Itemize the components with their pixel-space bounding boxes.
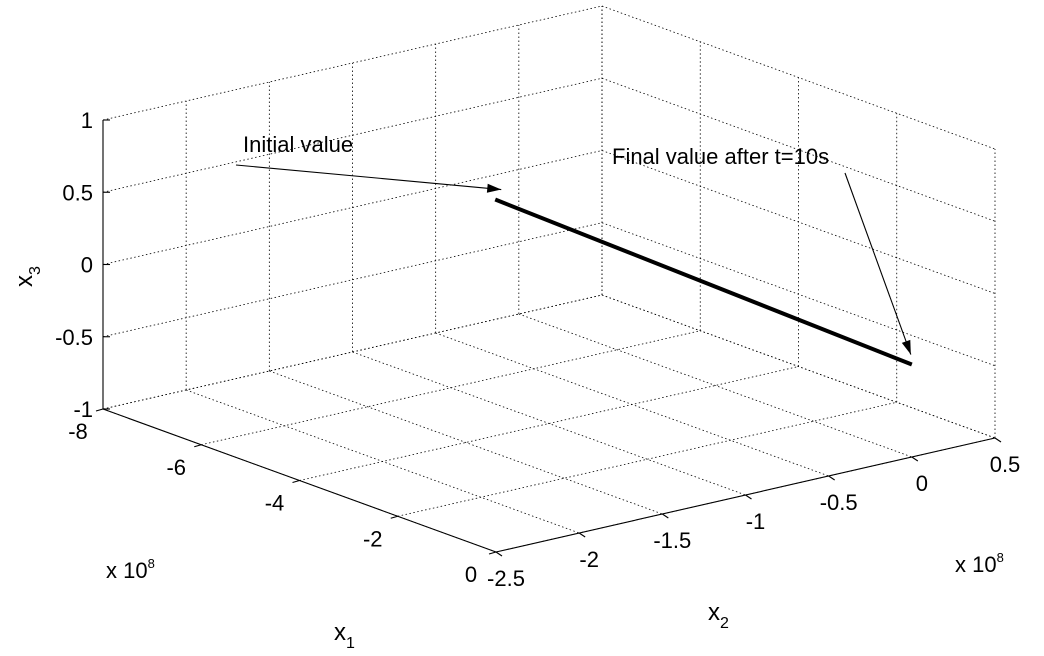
annotation-initial-value: Initial value [243, 132, 353, 157]
x2-tick-mark [828, 475, 835, 481]
floor-grid-line [186, 389, 580, 534]
x2-tick-mark [495, 551, 503, 557]
right-wall-grid-line [601, 222, 996, 367]
left-wall-grid-line [102, 150, 603, 265]
x2-tick-mark [994, 437, 1002, 443]
x2-tick-mark [911, 456, 919, 462]
x1-tick-label: 0 [465, 562, 477, 587]
x1-axis-label: x1 [334, 619, 355, 652]
x3-tick-label: 0.5 [62, 180, 93, 205]
right-wall-grid-line [601, 5, 996, 150]
x2-tick-label: 0.5 [990, 452, 1021, 477]
x2-tick-mark [745, 494, 752, 500]
annotation-final-arrow [844, 172, 912, 355]
right-wall-grid-line [601, 294, 996, 439]
x1-tick-mark [390, 515, 398, 519]
x2-tick-mark [578, 532, 586, 538]
x1-tick-mark [194, 444, 202, 448]
floor-grid-line [518, 313, 912, 458]
tick-labels: -8 -6 -4 -2 0 -2.5 -2 -1.5 -1 -0.5 0 0.5 -1 -0.5 0 0.5 1 [55, 108, 1020, 591]
x3-tick-label: -0.5 [55, 325, 93, 350]
x1-tick-mark [488, 551, 497, 555]
grid-lines [102, 5, 996, 553]
x1-tick-label: -2 [363, 526, 383, 551]
x3-tick-label: 1 [81, 108, 93, 133]
x2-tick-label: -1 [746, 509, 766, 534]
right-wall-grid-line [601, 77, 996, 222]
x1-tick-mark [292, 479, 300, 484]
x2-multiplier-label: x 108 [955, 550, 1004, 577]
left-wall-grid-line [102, 294, 603, 410]
x1-tick-label: -8 [68, 419, 88, 444]
x2-tick-label: 0 [916, 471, 928, 496]
data-series [494, 197, 913, 367]
x1-tick-label: -6 [166, 455, 186, 480]
floor-grid-line [352, 351, 746, 496]
x3-tick-label: -1 [73, 397, 93, 422]
x2-tick-label: -0.5 [820, 490, 858, 515]
left-wall-grid-line [102, 5, 603, 121]
annotation-final-value: Final value after t=10s [612, 144, 829, 169]
x2-tick-label: -2 [579, 547, 599, 572]
x2-tick-label: -2.5 [487, 566, 525, 591]
x2-tick-label: -1.5 [653, 528, 691, 553]
floor-grid-line [269, 370, 663, 515]
x1-tick-mark [95, 408, 104, 412]
axes [95, 119, 1002, 557]
x2-axis-label: x2 [708, 599, 729, 632]
annotation-initial-arrow [235, 164, 502, 191]
floor-grid-line [397, 401, 897, 517]
annotations [235, 164, 912, 355]
floor-grid-line [435, 332, 829, 477]
annotation-initial-arrow-head [486, 183, 502, 193]
x3-tick-label: 0 [81, 253, 93, 278]
right-wall-grid-line [601, 150, 996, 294]
x3-axis-label: x3 [11, 266, 44, 287]
left-wall-grid-line [102, 77, 603, 193]
x2-tick-mark [662, 513, 669, 519]
trajectory-line [494, 197, 913, 367]
x1-multiplier-label: x 108 [106, 556, 155, 583]
annotation-final-arrow-head [901, 339, 911, 355]
x1-tick-label: -4 [265, 491, 285, 516]
left-wall-grid-line [102, 222, 603, 338]
